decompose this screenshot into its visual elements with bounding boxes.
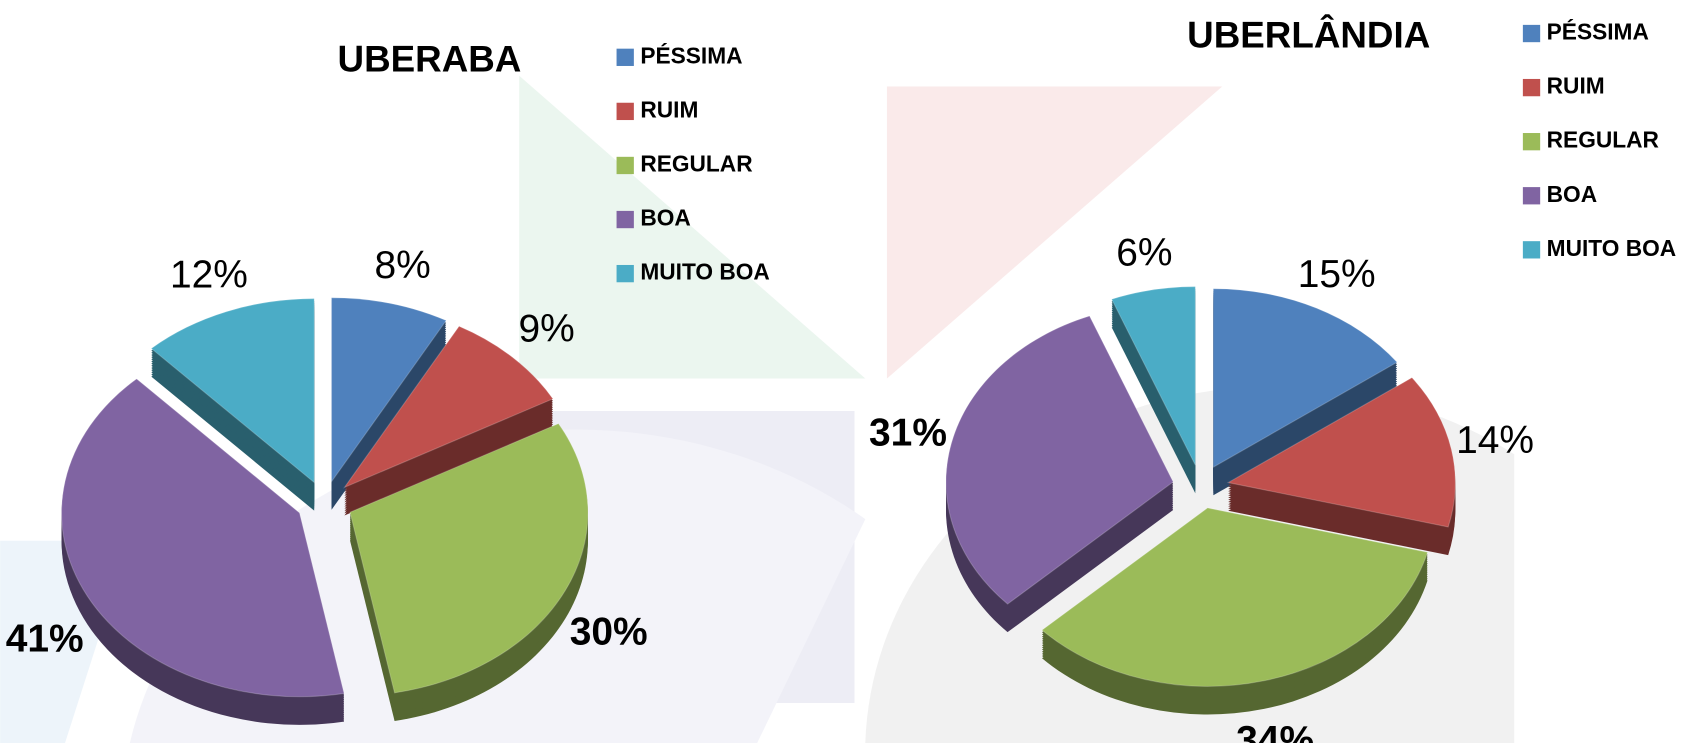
slice (1226, 376, 1456, 528)
slice (150, 298, 315, 484)
legend-swatch (616, 210, 634, 229)
data-label: 30% (570, 611, 648, 654)
slice (1041, 507, 1429, 687)
slice (945, 315, 1174, 605)
legend-swatch (616, 48, 634, 66)
bg-shape (886, 86, 1223, 379)
legend-label: RUIM (640, 96, 698, 122)
slice (61, 378, 345, 698)
legend-swatch (616, 264, 634, 283)
legend-label: REGULAR (1547, 127, 1659, 153)
data-label: 31% (869, 412, 947, 455)
legend-label: BOA (640, 205, 690, 231)
data-label: 41% (6, 617, 84, 660)
slice (342, 325, 554, 489)
data-label: 34% (1236, 719, 1314, 743)
bg-shape (519, 75, 866, 379)
slice (349, 423, 589, 694)
legend-label: BOA (1547, 181, 1597, 207)
legend-swatch (1522, 187, 1541, 205)
data-label: 15% (1298, 253, 1376, 296)
legend-label: RUIM (1547, 73, 1605, 99)
data-label: 6% (1116, 232, 1172, 275)
data-label: 14% (1456, 419, 1534, 462)
data-label: 12% (170, 254, 248, 297)
legend-label: MUITO BOA (1547, 235, 1677, 261)
legend-swatch (1522, 78, 1541, 97)
legend-label: PÉSSIMA (1547, 19, 1649, 45)
data-label: 9% (518, 308, 574, 351)
legend-swatch (1522, 241, 1541, 259)
slice (1110, 286, 1196, 466)
legend-label: PÉSSIMA (640, 42, 742, 68)
data-label: 8% (375, 244, 431, 287)
slice (1212, 288, 1398, 469)
legend-label: REGULAR (640, 150, 752, 176)
legend-swatch (1522, 24, 1541, 43)
legend-swatch (616, 156, 634, 175)
chart-title: UBERABA (338, 38, 522, 79)
legend-swatch (616, 102, 634, 121)
legend-swatch (1522, 133, 1541, 151)
legend-label: MUITO BOA (640, 259, 770, 285)
chart-title: UBERLÂNDIA (1187, 14, 1430, 56)
slice (330, 297, 447, 484)
